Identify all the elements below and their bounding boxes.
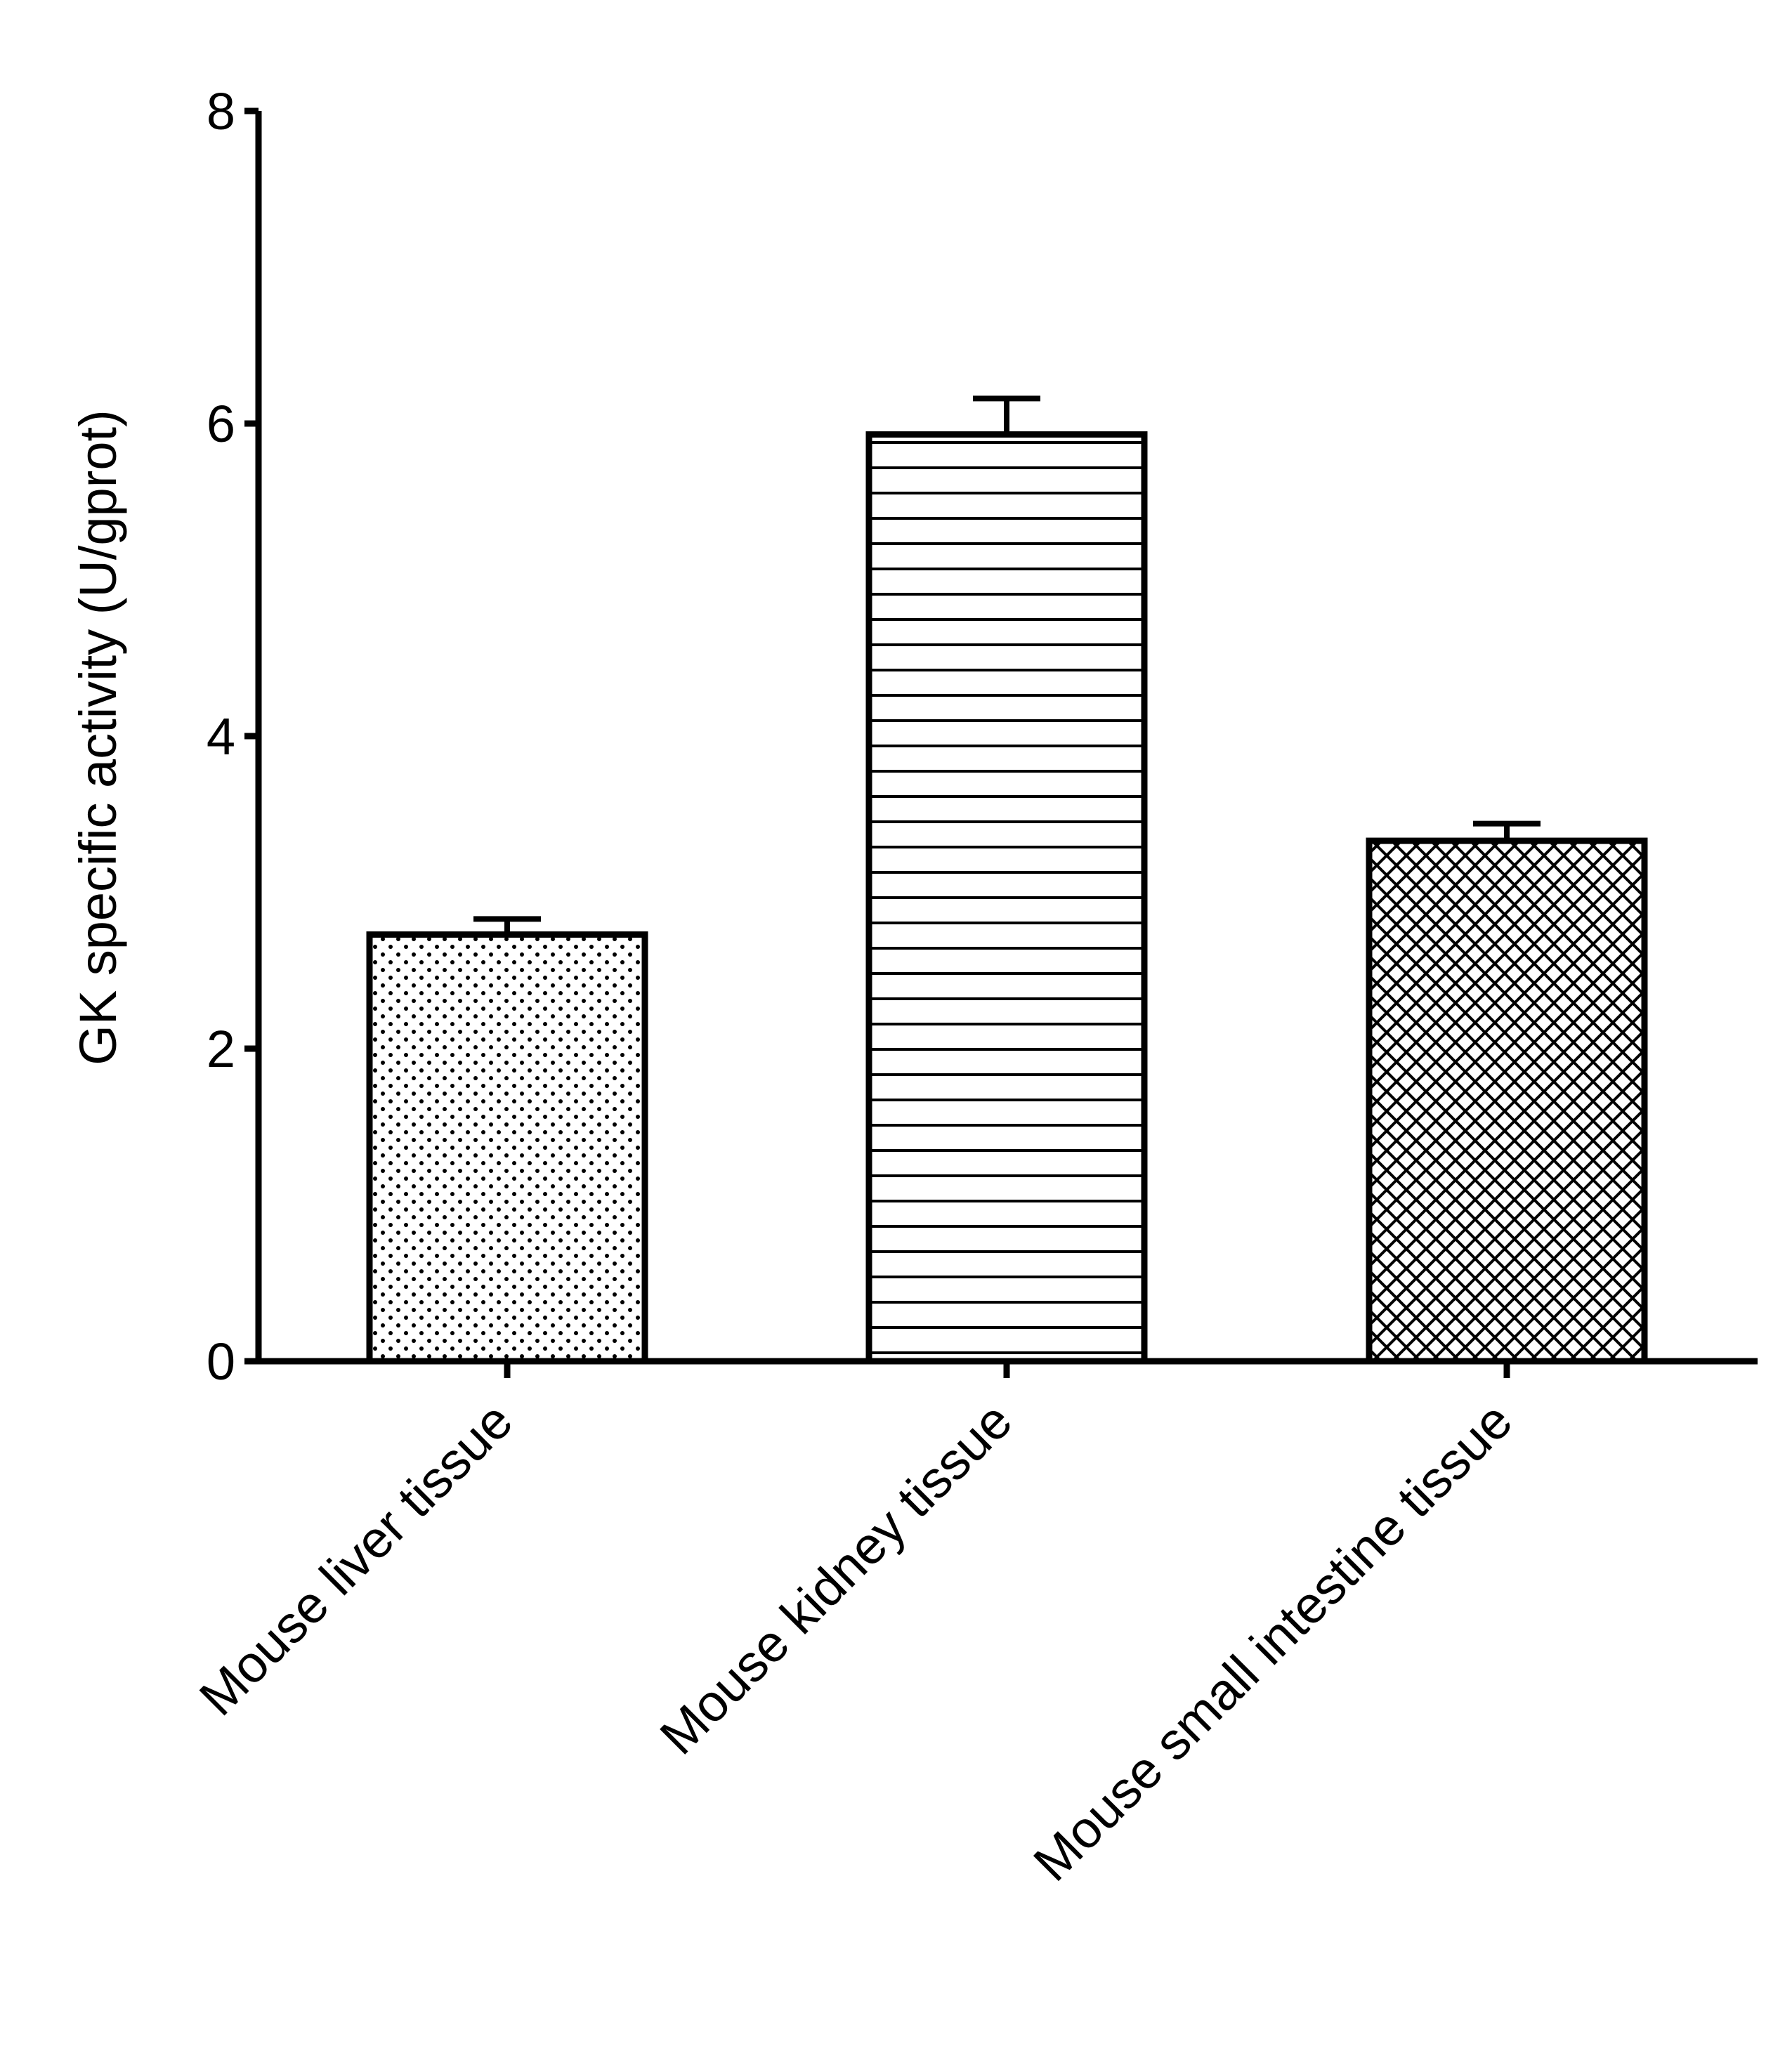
y-tick-label: 2	[207, 1020, 235, 1078]
x-category-label: Mouse small intestine tissue	[1022, 1391, 1523, 1892]
bar	[366, 931, 648, 1365]
x-category-label: Mouse kidney tissue	[649, 1391, 1023, 1766]
bar	[865, 431, 1148, 1365]
x-category-label: Mouse liver tissue	[188, 1391, 523, 1726]
y-tick-label: 4	[207, 707, 235, 766]
y-axis-title: GK specific activity (U/gprot)	[69, 409, 127, 1065]
bar	[1366, 837, 1648, 1365]
y-tick-label: 6	[207, 395, 235, 453]
bars	[366, 395, 1648, 1365]
y-ticks: 0 2 4 6 8	[207, 82, 259, 1391]
y-tick-label: 8	[207, 82, 235, 140]
y-tick-label: 0	[207, 1332, 235, 1391]
x-ticks: Mouse liver tissue Mouse kidney tissueMou…	[188, 1361, 1523, 1892]
